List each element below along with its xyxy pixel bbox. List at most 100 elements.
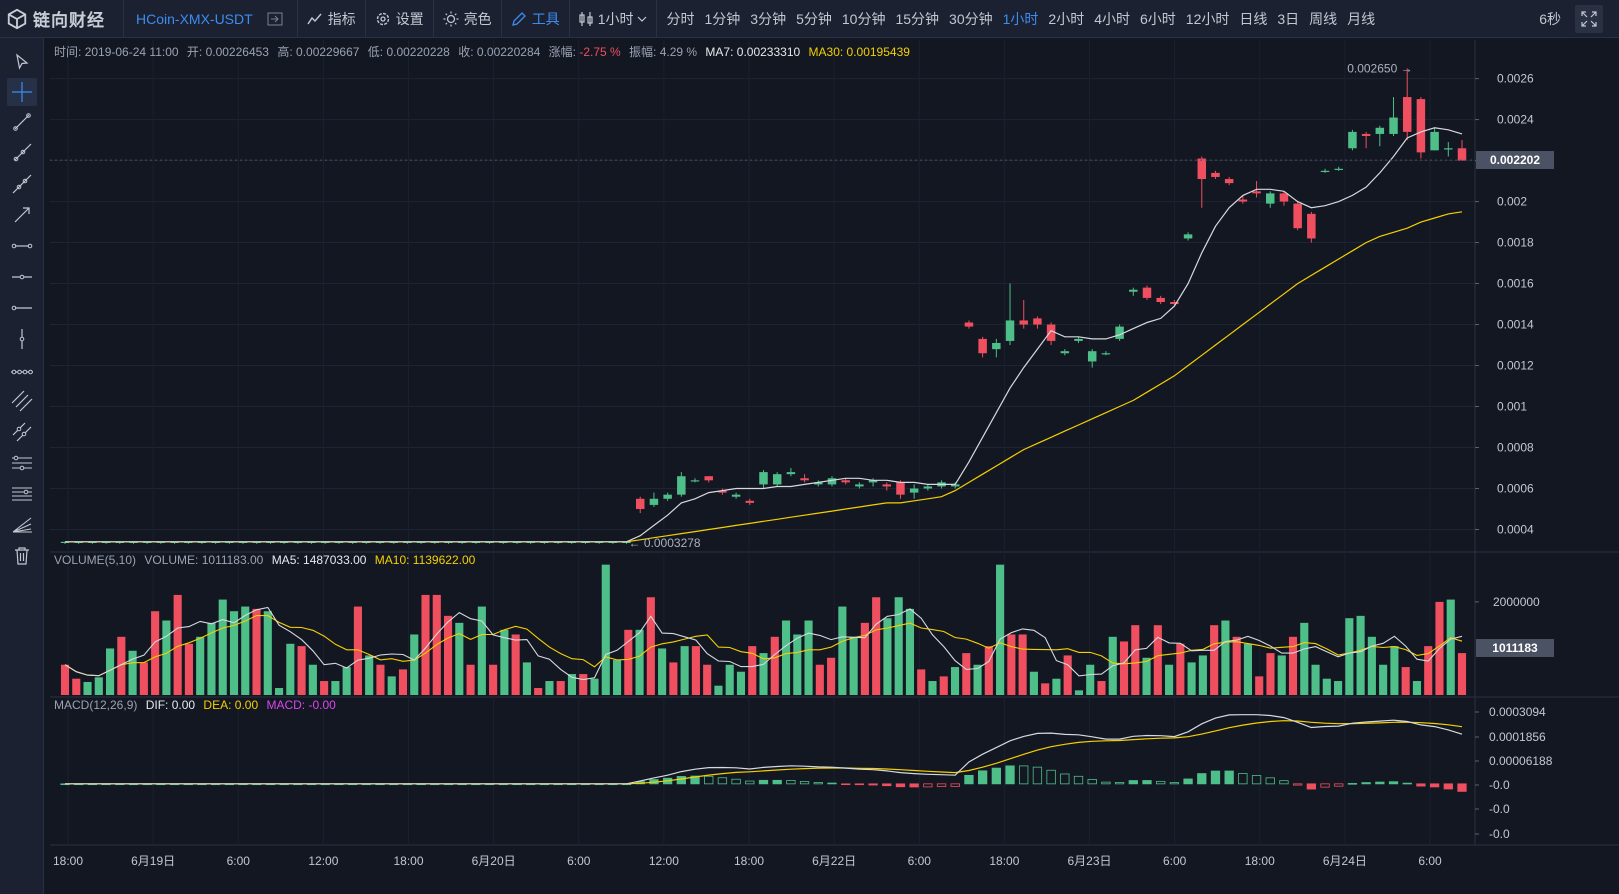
interval-dropdown[interactable]: 1小时 xyxy=(570,0,657,38)
candle-body xyxy=(512,541,522,544)
interval-13[interactable]: 3日 xyxy=(1277,10,1300,27)
horizontal-segment-tool[interactable] xyxy=(7,232,37,260)
interval-14[interactable]: 周线 xyxy=(1309,10,1338,27)
volume-bar xyxy=(1255,676,1264,695)
macd-histogram-bar xyxy=(799,781,810,785)
macd-histogram-bar xyxy=(991,767,1001,785)
interval-3[interactable]: 5分钟 xyxy=(796,10,832,27)
candle-body xyxy=(499,541,508,544)
fib-extension-tool[interactable] xyxy=(7,480,37,508)
interval-0[interactable]: 分时 xyxy=(666,10,695,27)
macd-histogram-bar xyxy=(1361,782,1371,785)
candle-body xyxy=(1444,148,1453,150)
price-chart-canvas[interactable]: 0.00260.00240.00220.0020.00180.00160.001… xyxy=(50,40,1619,894)
volume-bar xyxy=(984,646,993,695)
macd-histogram-bar xyxy=(690,775,700,785)
min-price-marker: ← 0.0003278 xyxy=(629,536,701,550)
volume-bar xyxy=(1007,634,1016,695)
delete-drawings-tool[interactable] xyxy=(7,542,37,570)
interval-11[interactable]: 12小时 xyxy=(1185,10,1230,27)
horizontal-segment-icon xyxy=(11,243,33,249)
macd-histogram-bar xyxy=(1183,778,1193,785)
time-axis-label: 18:00 xyxy=(53,854,83,868)
macd-histogram-bar xyxy=(1320,783,1330,788)
candle-body xyxy=(101,541,111,544)
interval-10[interactable]: 6小时 xyxy=(1140,10,1176,27)
drawing-toolbar xyxy=(0,38,44,894)
indicators-button[interactable]: 指标 xyxy=(298,0,365,38)
candle-body xyxy=(389,541,398,544)
fullscreen-button[interactable] xyxy=(1575,5,1603,33)
switch-symbol-icon[interactable] xyxy=(263,12,297,26)
interval-6[interactable]: 30分钟 xyxy=(949,10,993,27)
volume-bar xyxy=(1063,655,1072,695)
candle-body xyxy=(1430,131,1439,151)
candle-body xyxy=(1307,213,1316,239)
candle-body xyxy=(1183,234,1193,239)
volume-bar xyxy=(106,648,115,695)
ray-tool[interactable] xyxy=(7,139,37,167)
volume-bar xyxy=(748,646,757,695)
candle-body xyxy=(129,541,138,544)
arrow-line-tool[interactable] xyxy=(7,201,37,229)
macd-dif: DIF: 0.00 xyxy=(145,698,196,712)
interval-9[interactable]: 4小时 xyxy=(1094,10,1130,27)
interval-4[interactable]: 10分钟 xyxy=(841,10,886,27)
macd-histogram-bar xyxy=(1388,781,1399,785)
settings-button[interactable]: 设置 xyxy=(366,0,433,38)
interval-15[interactable]: 月线 xyxy=(1347,10,1376,27)
fib-channel-tool[interactable] xyxy=(7,418,37,446)
tools-button[interactable]: 工具 xyxy=(502,0,569,38)
candlestick-icon xyxy=(579,11,593,26)
ma30-line xyxy=(65,211,1463,543)
volume-bar xyxy=(838,606,847,695)
vertical-line-tool[interactable] xyxy=(7,325,37,353)
candle-body xyxy=(1375,127,1385,134)
candle-body xyxy=(362,541,371,544)
parallel-channel-tool[interactable] xyxy=(7,387,37,415)
macd-histogram-bar xyxy=(1019,765,1029,785)
interval-7[interactable]: 1小时 xyxy=(1002,10,1039,27)
interval-1[interactable]: 1分钟 xyxy=(704,10,741,27)
volume-bar xyxy=(1165,664,1174,695)
fib-retracement-tool[interactable] xyxy=(7,449,37,477)
brand-logo[interactable]: 链向财经 xyxy=(0,0,124,38)
gann-fan-tool[interactable] xyxy=(7,511,37,539)
chart-area[interactable]: 0.00260.00240.00220.0020.00180.00160.001… xyxy=(50,40,1619,894)
horizontal-line-tool[interactable] xyxy=(7,263,37,291)
time-axis-label: 6:00 xyxy=(227,854,251,868)
volume-bar xyxy=(601,564,610,695)
candle-body xyxy=(156,541,166,544)
candle-body xyxy=(1238,199,1248,202)
candle-body xyxy=(622,541,631,544)
price-line-tool[interactable] xyxy=(7,356,37,384)
theme-button[interactable]: 亮色 xyxy=(434,0,501,38)
interval-2[interactable]: 3分钟 xyxy=(750,10,787,27)
volume-bar xyxy=(680,646,689,695)
candle-body xyxy=(348,541,357,544)
macd-axis-tick-label: -0.0 xyxy=(1489,827,1510,841)
horizontal-ray-tool[interactable] xyxy=(7,294,37,322)
macd-histogram-bar xyxy=(1114,782,1125,785)
fib-retracement-icon xyxy=(12,455,32,471)
refresh-interval[interactable]: 6秒 xyxy=(1539,11,1561,27)
interval-5[interactable]: 15分钟 xyxy=(895,10,940,27)
cursor-tool[interactable] xyxy=(7,48,37,76)
ohlc-info-bar: 时间: 2019-06-24 11:00 开: 0.00226453 高: 0.… xyxy=(54,43,915,60)
volume-bar xyxy=(1119,641,1129,695)
time-axis-label: 18:00 xyxy=(734,854,764,868)
candle-body xyxy=(992,342,1001,350)
candle-body xyxy=(567,541,577,544)
volume-bar xyxy=(511,634,520,695)
volume-bar xyxy=(286,643,295,695)
volume-bar xyxy=(218,599,227,695)
extended-line-tool[interactable] xyxy=(7,170,37,198)
interval-12[interactable]: 日线 xyxy=(1239,10,1268,27)
candle-body xyxy=(320,541,330,544)
interval-8[interactable]: 2小时 xyxy=(1048,10,1085,27)
logo-text: 链向财经 xyxy=(33,11,105,30)
trend-line-tool[interactable] xyxy=(7,108,37,136)
symbol-name[interactable]: HCoin-XMX-USDT xyxy=(136,10,253,27)
volume-bar xyxy=(1446,599,1455,695)
crosshair-tool[interactable] xyxy=(7,78,37,106)
